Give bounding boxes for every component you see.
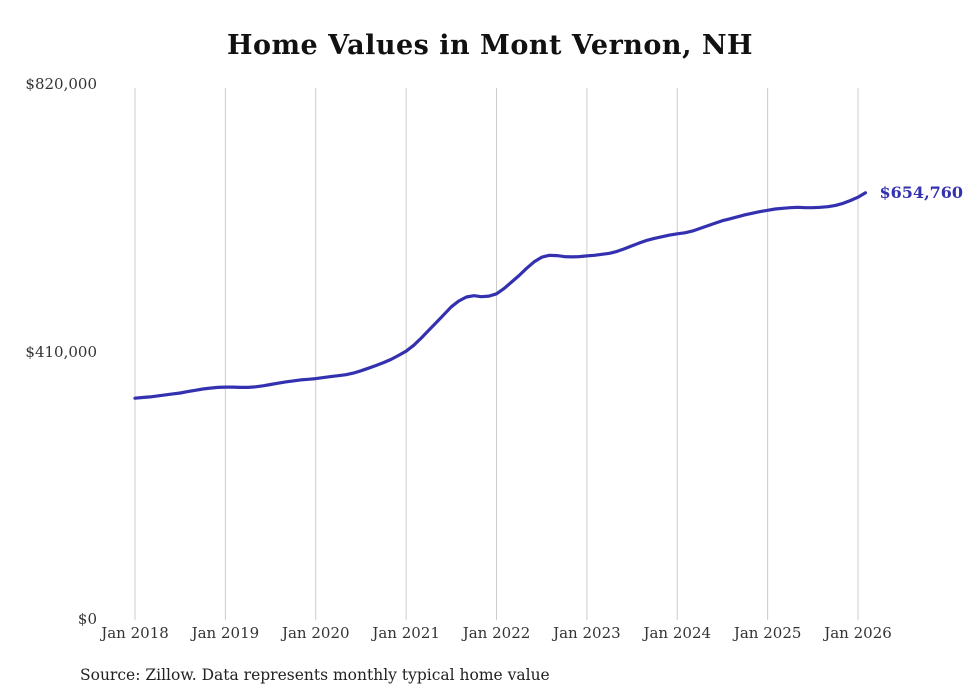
- x-tick-label: Jan 2024: [643, 624, 712, 642]
- home-value-line: [133, 191, 868, 400]
- x-tick-label: Jan 2025: [733, 624, 802, 642]
- y-tick-label: $820,000: [25, 75, 97, 93]
- x-tick-label: Jan 2026: [824, 624, 892, 642]
- x-tick-label: Jan 2018: [101, 624, 169, 642]
- y-tick-label: $0: [77, 610, 97, 628]
- chart-title: Home Values in Mont Vernon, NH: [226, 30, 754, 61]
- source-note: Source: Zillow. Data represents monthly …: [80, 666, 550, 684]
- x-tick-label: Jan 2021: [372, 624, 440, 642]
- x-tick-label: Jan 2020: [281, 624, 350, 642]
- x-tick-label: Jan 2022: [462, 624, 531, 642]
- y-tick-label: $410,000: [25, 342, 97, 361]
- final-value-label: $654,760: [879, 182, 964, 202]
- x-tick-label: Jan 2019: [191, 624, 260, 642]
- x-tick-label: Jan 2023: [553, 624, 621, 642]
